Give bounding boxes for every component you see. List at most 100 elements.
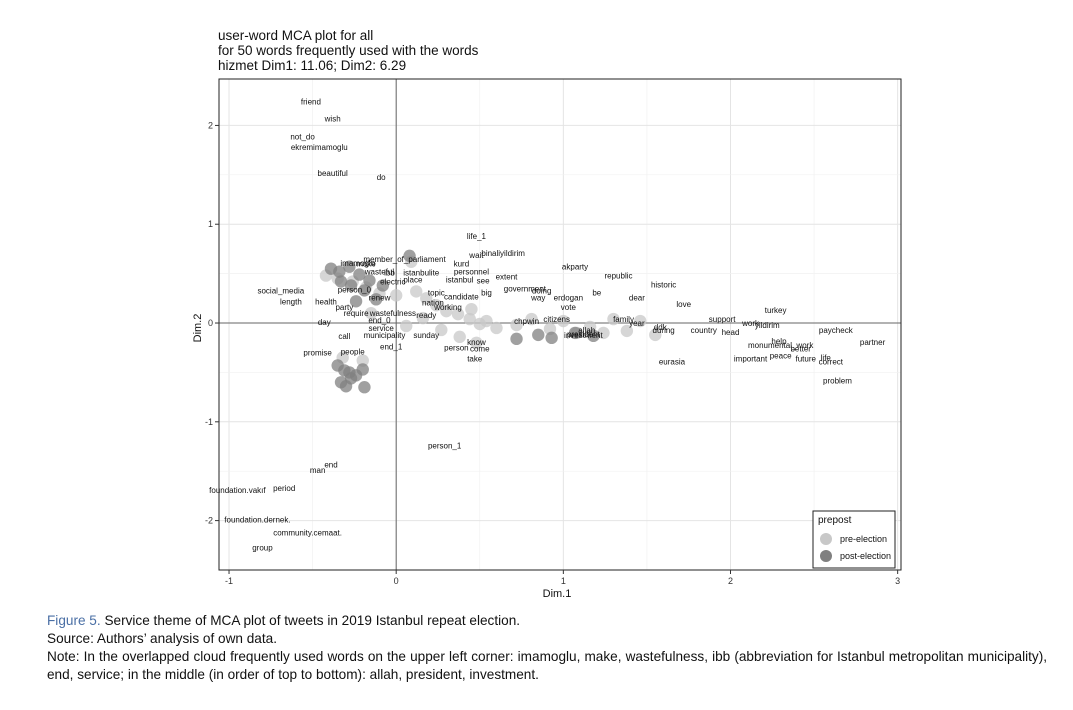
word-label: come xyxy=(470,345,490,354)
word-label: monumental_work xyxy=(748,341,814,350)
data-point-post-election xyxy=(343,366,356,379)
word-label: government xyxy=(504,284,547,293)
data-point-post-election xyxy=(331,359,344,372)
data-point-post-election xyxy=(344,279,358,292)
data-point-post-election xyxy=(403,249,416,263)
word-label: help xyxy=(771,337,787,346)
word-label: ibb xyxy=(384,269,395,278)
data-point-pre-election xyxy=(649,328,662,342)
data-point-pre-election xyxy=(470,336,483,349)
x-tick-label: 2 xyxy=(728,576,733,586)
data-point-pre-election xyxy=(364,306,378,320)
word-label: akparty xyxy=(562,263,588,272)
word-label: personnel xyxy=(454,268,489,277)
word-label: community.cemaat. xyxy=(273,528,342,537)
figure-label: Figure 5. xyxy=(47,613,101,628)
word-label: place xyxy=(403,276,423,285)
word-label: eurasia xyxy=(659,358,686,367)
data-point-pre-election xyxy=(435,323,448,337)
word-label: do xyxy=(377,173,386,182)
word-label: working xyxy=(433,303,462,312)
data-point-pre-election xyxy=(607,312,620,326)
word-label: social_media xyxy=(257,286,304,295)
axes-layer: -1 0 1 2 3 -2 -1 0 1 2 xyxy=(205,78,902,586)
data-point-post-election xyxy=(376,279,390,292)
word-label: life_1 xyxy=(467,232,487,241)
data-point-post-election xyxy=(339,380,353,393)
data-point-post-election xyxy=(333,265,346,278)
word-label: period xyxy=(273,484,295,493)
word-label: imamoglu xyxy=(340,259,375,268)
word-label: life xyxy=(821,354,832,363)
word-label: ekremimamoglu xyxy=(291,143,348,152)
word-label: during xyxy=(653,326,675,335)
legend: prepost pre-election post-election xyxy=(812,510,896,569)
word-label: party xyxy=(335,303,353,312)
word-label: yildirim xyxy=(755,321,780,330)
data-point-post-election xyxy=(356,363,369,376)
data-point-pre-election xyxy=(451,307,465,321)
note-text: Note: In the overlapped cloud frequently… xyxy=(47,649,1047,682)
data-point-post-election xyxy=(349,295,363,308)
mca-scatter-chart: user-word MCA plot for all for 50 words … xyxy=(192,28,902,600)
y-tick-label: -2 xyxy=(205,516,213,526)
y-tick-label: -1 xyxy=(205,417,213,427)
word-label: kurd xyxy=(454,260,470,269)
data-point-pre-election xyxy=(430,299,443,312)
word-label: important xyxy=(734,355,768,364)
data-point-post-election xyxy=(363,274,376,287)
word-label: man xyxy=(310,466,326,475)
word-label: future xyxy=(795,355,816,364)
word-label: end xyxy=(324,460,337,469)
word-label: erdogan xyxy=(554,293,583,302)
word-label: istanbul xyxy=(446,276,474,285)
data-point-pre-election xyxy=(420,292,433,305)
word-label: be xyxy=(592,288,601,297)
word-label: day xyxy=(318,318,331,327)
word-label: istanbulite xyxy=(403,269,440,278)
data-point-pre-election xyxy=(400,319,413,333)
data-point-pre-election xyxy=(480,314,493,328)
word-label: head xyxy=(722,328,740,337)
word-label: candidate xyxy=(444,292,479,301)
word-label: foundation.dernek. xyxy=(224,516,290,525)
word-label: love xyxy=(676,300,691,309)
word-label: peace xyxy=(770,352,792,361)
x-tick-label: 3 xyxy=(895,576,900,586)
data-point-pre-election xyxy=(634,314,647,328)
word-label: end_0 xyxy=(368,316,391,325)
data-point-pre-election xyxy=(463,312,476,326)
data-point-post-election xyxy=(532,328,545,342)
x-tick-label: 1 xyxy=(561,576,566,586)
word-label: country xyxy=(691,326,717,335)
word-label: call xyxy=(338,332,350,341)
chart-title-line-1: user-word MCA plot for all xyxy=(218,28,373,43)
word-label: promise xyxy=(303,349,332,358)
legend-title: prepost xyxy=(818,515,852,526)
y-tick-label: 2 xyxy=(208,120,213,130)
data-point-pre-election xyxy=(597,326,610,340)
word-label: big xyxy=(481,288,492,297)
word-label: topic xyxy=(428,288,445,297)
word-label: see xyxy=(477,277,490,286)
word-label: ready xyxy=(416,311,436,320)
x-tick-label: -1 xyxy=(225,576,233,586)
word-label: person_1 xyxy=(428,442,462,451)
data-point-pre-election xyxy=(453,330,466,344)
word-label: support xyxy=(709,315,736,324)
x-tick-label: 0 xyxy=(394,576,399,586)
word-label: beautiful xyxy=(318,169,348,178)
legend-label-post-election: post-election xyxy=(840,551,891,561)
word-label: doing xyxy=(532,286,552,295)
word-label: president xyxy=(567,330,601,339)
word-label: person_0 xyxy=(338,285,372,294)
word-label: require xyxy=(344,309,369,318)
data-point-post-election xyxy=(343,260,356,273)
word-label: health xyxy=(315,297,337,306)
legend-label-pre-election: pre-election xyxy=(840,534,887,544)
data-point-post-election xyxy=(510,332,523,346)
data-point-post-election xyxy=(568,326,582,340)
legend-key-pre-election xyxy=(820,533,832,545)
word-label: dear xyxy=(629,293,645,302)
